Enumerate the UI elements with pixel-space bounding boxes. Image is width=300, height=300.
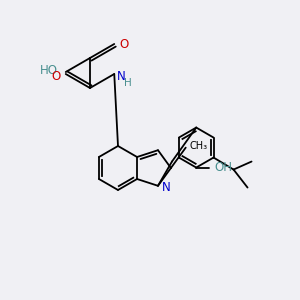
Text: CH₃: CH₃ [190, 141, 208, 151]
Text: O: O [52, 70, 61, 83]
Text: O: O [119, 38, 128, 52]
Text: N: N [162, 181, 171, 194]
Text: OH: OH [214, 161, 232, 174]
Text: N: N [117, 70, 126, 83]
Text: HO: HO [40, 64, 58, 76]
Text: H: H [124, 78, 132, 88]
